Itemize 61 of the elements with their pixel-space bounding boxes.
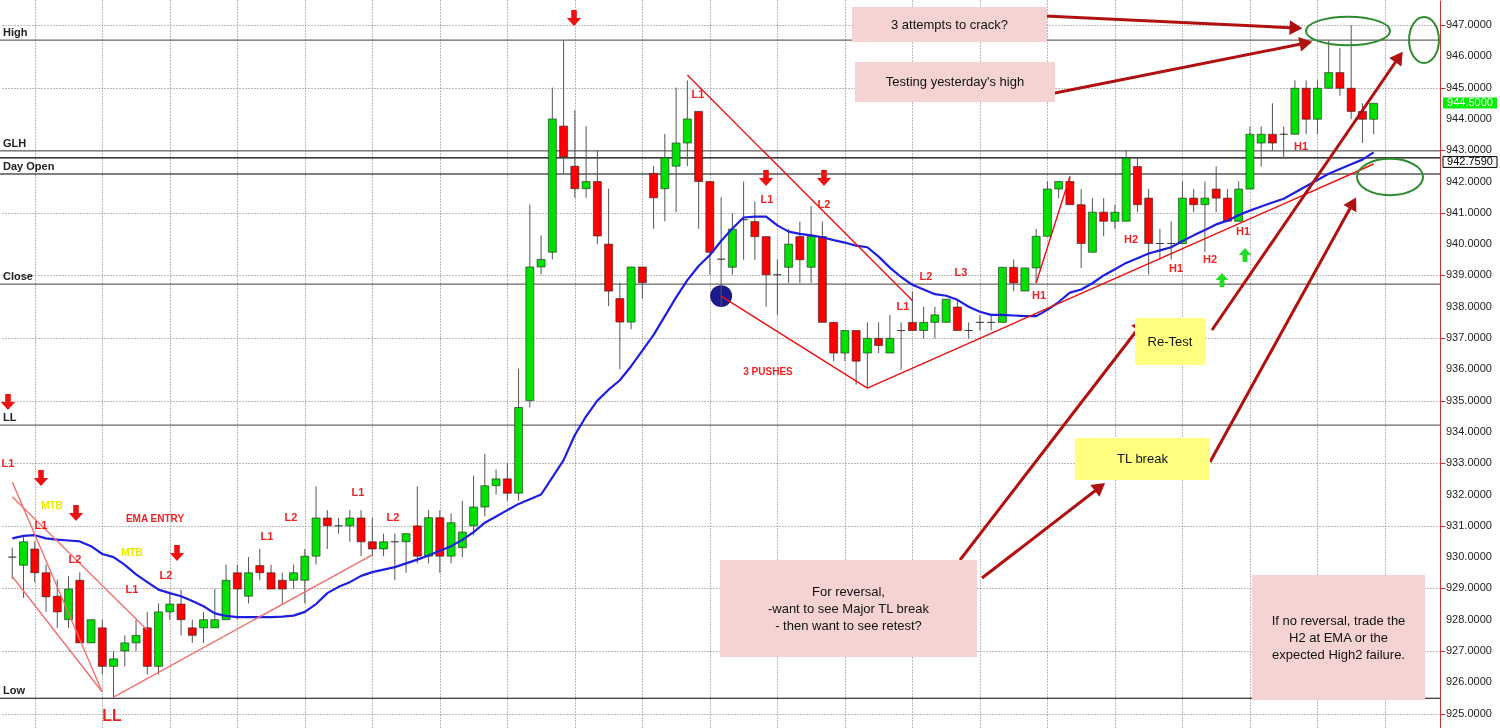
annotation: If no reversal, trade the H2 at EMA or the expected High2 failure. (1271, 612, 1406, 662)
y-tick-label: 926.0000 (1446, 675, 1492, 688)
annotation: MTB (41, 500, 63, 511)
annotation: Testing yesterday's high (885, 74, 1025, 89)
annotation: L1 (1, 457, 15, 469)
y-tick-label: 928.0000 (1446, 612, 1492, 625)
y-tick-label: 938.0000 (1446, 299, 1492, 312)
y-tick-label: 930.0000 (1446, 550, 1492, 563)
annotation: H1 (1168, 262, 1184, 274)
y-tick-label: 944.0000 (1446, 111, 1492, 124)
y-tick-label: 939.0000 (1446, 268, 1492, 281)
ref-line-label: LL (3, 411, 17, 424)
annotation: H2 (1123, 233, 1139, 245)
annotation: L1 (760, 193, 774, 205)
y-tick-label: 925.0000 (1446, 706, 1492, 719)
y-tick-label: 933.0000 (1446, 456, 1492, 469)
annotation: H1 (1293, 140, 1309, 152)
y-tick-label: 935.0000 (1446, 393, 1492, 406)
annotation: L1 (691, 88, 705, 100)
y-tick-label: 940.0000 (1446, 237, 1492, 250)
annotation: L2 (919, 270, 933, 282)
y-tick-label: 942.0000 (1446, 174, 1492, 187)
annotation: L3 (954, 266, 968, 278)
annotation: L2 (817, 198, 831, 210)
y-tick-label: 936.0000 (1446, 362, 1492, 375)
y-tick-label: 927.0000 (1446, 644, 1492, 657)
annotation: EMA ENTRY (125, 513, 185, 524)
annotation: L2 (159, 569, 173, 581)
annotation: For reversal, -want to see Major TL break - then want to see retest? (767, 583, 930, 633)
ref-line-label: Close (3, 270, 33, 283)
annotation: TL break (1117, 451, 1169, 466)
annotation: L1 (125, 583, 139, 595)
y-tick-label: 943.0000 (1446, 143, 1492, 156)
ref-line-label: GLH (3, 136, 27, 149)
y-tick-label: 931.0000 (1446, 518, 1492, 531)
text: 942.7590 (1447, 155, 1493, 167)
y-tick-label: 941.0000 (1446, 205, 1492, 218)
annotation: L2 (386, 511, 400, 523)
annotation: 3 PUSHES (743, 366, 794, 377)
annotation: L1 (260, 530, 274, 542)
ref-line-label: Low (3, 684, 26, 697)
ref-line-label: High (3, 26, 28, 39)
y-tick-label: 934.0000 (1446, 424, 1492, 437)
annotation: LL (102, 707, 122, 724)
annotation: L1 (896, 300, 910, 312)
y-tick-label: 947.0000 (1446, 18, 1492, 31)
y-tick-label: 932.0000 (1446, 487, 1492, 500)
text: 944.5000 (1447, 96, 1493, 108)
y-tick-label: 946.0000 (1446, 49, 1492, 62)
annotation: H1 (1031, 289, 1047, 301)
annotation: Re-Test (1147, 333, 1193, 349)
annotation: 3 attempts to crack? (890, 16, 1009, 32)
y-tick-label: 945.0000 (1446, 80, 1492, 93)
annotation: H1 (1235, 225, 1251, 237)
y-tick-label: 937.0000 (1446, 331, 1492, 344)
annotation: L2 (284, 511, 298, 523)
y-tick-label: 929.0000 (1446, 581, 1492, 594)
annotation: MTB (121, 547, 143, 558)
ref-line-label: Day Open (3, 160, 55, 173)
annotation: H2 (1202, 253, 1218, 265)
annotation: L1 (351, 486, 365, 498)
